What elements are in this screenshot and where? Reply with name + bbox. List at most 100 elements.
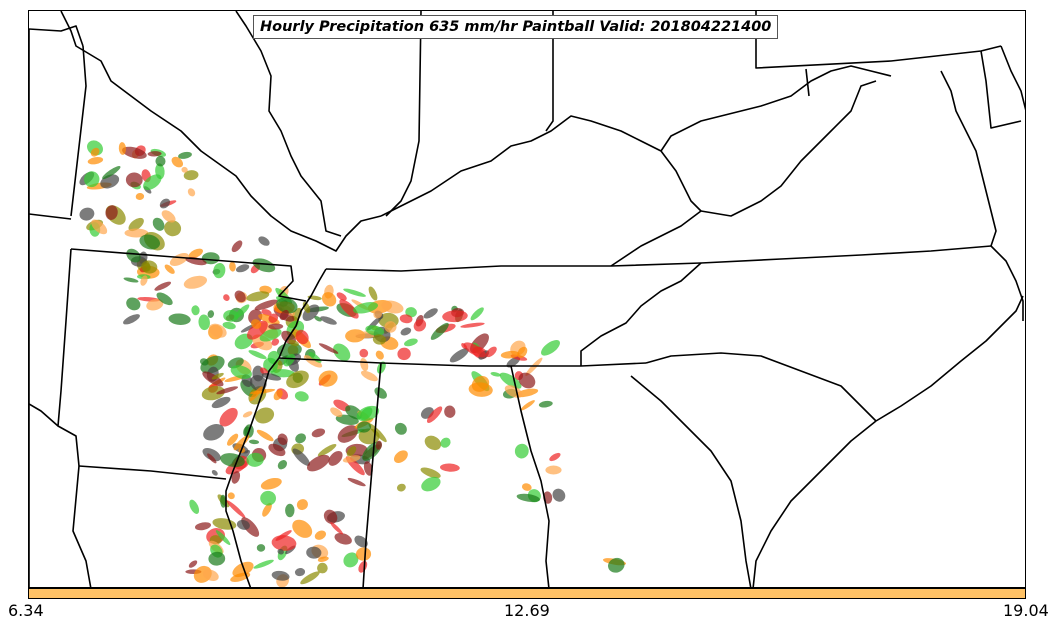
precip-blob [232, 561, 254, 578]
precip-blob [336, 292, 347, 301]
precip-blob [359, 348, 369, 358]
precip-blob [303, 355, 323, 368]
state-border [70, 45, 87, 217]
precip-blob [521, 483, 532, 491]
precip-blob [545, 465, 562, 475]
precip-blob [317, 556, 329, 562]
state-border [380, 115, 702, 217]
precip-blob [288, 339, 300, 347]
precip-blob [83, 171, 100, 188]
precip-blob [207, 310, 215, 318]
precip-blob [294, 391, 309, 402]
precip-blob [375, 350, 384, 360]
state-border [235, 11, 342, 237]
precip-blob [251, 319, 262, 329]
coastline [940, 70, 997, 247]
precip-blob [178, 151, 192, 159]
precip-blob [365, 325, 385, 336]
precip-blob [463, 342, 486, 358]
precip-blob [404, 338, 418, 347]
precip-blob [211, 469, 218, 476]
precip-blob [330, 407, 343, 418]
precip-blob [202, 569, 219, 582]
state-boundaries [29, 11, 1025, 587]
state-border [980, 50, 1022, 129]
state-border [700, 80, 877, 217]
precip-blob [271, 570, 290, 581]
precip-blob [253, 559, 274, 569]
precip-blob [317, 443, 337, 457]
precip-blob [294, 568, 306, 577]
precip-blob [295, 329, 309, 345]
precip-blob [126, 297, 141, 311]
precip-blob [490, 372, 501, 377]
precip-blob [234, 290, 246, 303]
precip-blob [285, 503, 295, 518]
precip-blob [517, 346, 528, 359]
map-canvas [29, 11, 1025, 587]
precip-blob [213, 262, 226, 279]
precip-blob [146, 298, 164, 311]
precip-blob [164, 220, 182, 237]
precip-blob [105, 205, 118, 220]
precip-blob [320, 316, 337, 325]
precip-blob [256, 544, 266, 552]
precip-blob [128, 217, 144, 232]
precip-blob [397, 347, 411, 361]
state-border [325, 265, 611, 272]
state-border [610, 210, 702, 267]
precip-blob [286, 370, 309, 389]
state-border [78, 465, 227, 480]
precip-blob [135, 192, 145, 201]
coastline [990, 245, 1024, 321]
state-border [630, 375, 752, 587]
precip-blob [420, 467, 441, 479]
precip-blob [363, 461, 373, 476]
precip-blob [333, 343, 351, 362]
state-border [70, 248, 307, 302]
precip-blob [156, 292, 173, 306]
precip-blob [79, 207, 95, 221]
precip-blob [368, 286, 378, 301]
precip-blob [122, 146, 147, 159]
precip-blob [246, 452, 264, 467]
precip-blob [355, 547, 372, 561]
precip-blob [201, 385, 225, 401]
precip-blob [328, 450, 343, 466]
precip-blob [168, 313, 191, 325]
state-border [29, 213, 72, 220]
precip-blob [357, 421, 372, 433]
precip-blob [171, 156, 184, 168]
precip-blob [323, 509, 338, 524]
precip-blob [222, 321, 236, 330]
precip-blob [216, 386, 239, 395]
state-border [72, 465, 92, 587]
precip-blob [229, 261, 236, 272]
precip-blob [279, 309, 289, 321]
precip-blob [260, 477, 282, 490]
precip-blob [516, 493, 540, 503]
state-border [362, 362, 382, 587]
precip-blob [342, 455, 361, 463]
precip-blob [242, 411, 253, 418]
precip-blob [188, 560, 198, 568]
precip-blob [381, 300, 404, 314]
precip-blob [449, 348, 469, 363]
precip-blob [161, 210, 176, 223]
precip-blob [118, 142, 127, 155]
precip-blob [236, 519, 250, 530]
precip-blob [154, 281, 172, 291]
precip-blob [424, 435, 442, 451]
precip-blob [141, 260, 158, 274]
precip-blob [223, 309, 239, 322]
state-border [805, 68, 810, 97]
precip-blob [295, 433, 306, 444]
precip-blob [126, 248, 141, 263]
precip-blob [339, 299, 359, 319]
precip-blob [219, 407, 238, 427]
precip-blob [124, 228, 149, 238]
precip-blob [317, 562, 328, 574]
precip-blob [215, 530, 231, 546]
precip-blob [372, 334, 386, 345]
precip-blob [246, 291, 270, 302]
